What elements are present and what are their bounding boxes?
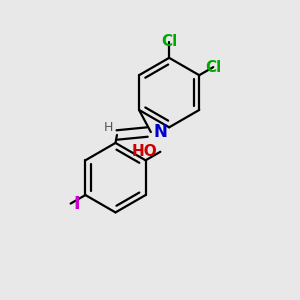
Text: Cl: Cl bbox=[205, 60, 221, 75]
Text: Cl: Cl bbox=[161, 34, 177, 49]
Text: H: H bbox=[103, 121, 113, 134]
Text: I: I bbox=[73, 195, 80, 213]
Text: N: N bbox=[154, 123, 168, 141]
Text: HO: HO bbox=[132, 144, 158, 159]
